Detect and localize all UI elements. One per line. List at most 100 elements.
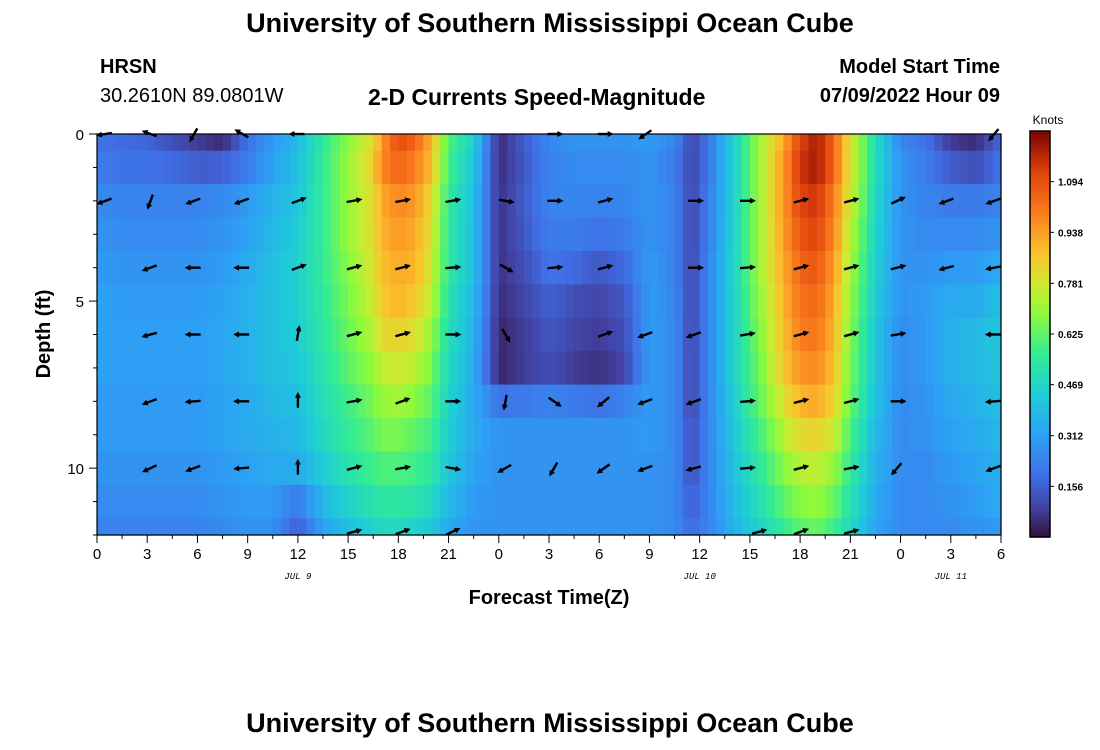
heatmap-cell <box>532 384 542 419</box>
heatmap-cell <box>389 484 399 519</box>
current-arrow <box>685 465 702 472</box>
heatmap-cell <box>523 150 533 185</box>
heatmap-cell <box>649 418 659 453</box>
heatmap-cell <box>415 134 425 152</box>
heatmap-cell <box>942 351 952 386</box>
colorbar-tick-label: 0.625 <box>1058 330 1083 341</box>
heatmap-cell <box>138 134 148 152</box>
heatmap-cell <box>900 451 910 486</box>
heatmap-cell <box>565 284 575 319</box>
heatmap-cell <box>448 351 458 386</box>
heatmap-cell <box>230 518 240 536</box>
colorbar-segment <box>1030 252 1050 257</box>
heatmap-cell <box>975 518 985 536</box>
heatmap-cell <box>172 184 182 219</box>
heatmap-cell <box>816 351 826 386</box>
colorbar-segment <box>1030 181 1050 186</box>
heatmap-cell <box>708 384 718 419</box>
heatmap-cell <box>323 250 332 285</box>
heatmap-cell <box>473 250 483 285</box>
heatmap-cell <box>364 250 374 285</box>
heatmap-cell <box>582 217 592 252</box>
heatmap-cell <box>456 351 466 386</box>
current-arrow <box>637 331 653 339</box>
heatmap-cell <box>800 217 810 252</box>
heatmap-cell <box>272 134 282 152</box>
heatmap-cell <box>833 284 843 319</box>
heatmap-cell <box>749 134 759 152</box>
current-arrow <box>501 328 511 343</box>
heatmap-cell <box>507 451 517 486</box>
heatmap-cell <box>456 217 466 252</box>
heatmap-cell <box>256 484 266 519</box>
colorbar-segment <box>1030 273 1050 278</box>
heatmap-cell <box>289 150 299 185</box>
heatmap-cell <box>448 217 458 252</box>
heatmap-cell <box>975 250 985 285</box>
heatmap-cell <box>523 217 533 252</box>
heatmap-cell <box>97 134 106 152</box>
heatmap-cell <box>281 451 291 486</box>
heatmap-cell <box>666 351 676 386</box>
heatmap-cell <box>582 317 592 352</box>
heatmap-cell <box>398 217 408 252</box>
colorbar-segment <box>1030 367 1050 372</box>
colorbar-segment <box>1030 506 1050 511</box>
heatmap-cell <box>892 484 902 519</box>
heatmap-cell <box>942 284 952 319</box>
heatmap-cell <box>599 518 609 536</box>
heatmap-cell <box>356 484 366 519</box>
heatmap-cell <box>574 518 584 536</box>
heatmap-cell <box>766 351 776 386</box>
heatmap-cell <box>364 184 374 219</box>
heatmap-cell <box>348 150 358 185</box>
heatmap-cell <box>180 217 190 252</box>
heatmap-cell <box>406 418 416 453</box>
heatmap-cell <box>180 451 190 486</box>
heatmap-cell <box>649 284 659 319</box>
heatmap-cell <box>482 384 492 419</box>
heatmap-cell <box>456 134 466 152</box>
heatmap-cell <box>122 384 132 419</box>
y-axis-label: Depth (ft) <box>33 290 55 379</box>
heatmap-cell <box>532 418 542 453</box>
heatmap-cell <box>440 317 450 352</box>
heatmap-cell <box>482 217 492 252</box>
heatmap-cell <box>950 451 960 486</box>
heatmap-cell <box>523 317 533 352</box>
heatmap-cell <box>105 484 115 519</box>
heatmap-cell <box>708 217 718 252</box>
heatmap-cell <box>523 418 533 453</box>
heatmap-cell <box>900 150 910 185</box>
heatmap-cell <box>766 317 776 352</box>
heatmap-cell <box>406 484 416 519</box>
heatmap-cell <box>163 351 173 386</box>
heatmap-cell <box>515 317 525 352</box>
heatmap-cell <box>984 418 994 453</box>
heatmap-cell <box>892 518 902 536</box>
heatmap-cell <box>163 184 173 219</box>
heatmap-cell <box>314 418 324 453</box>
heatmap-cell <box>557 134 567 152</box>
colorbar-segment <box>1030 313 1050 318</box>
colorbar-segment <box>1030 334 1050 338</box>
heatmap-cell <box>708 418 718 453</box>
heatmap-cell <box>272 284 282 319</box>
current-arrow <box>985 197 1001 205</box>
heatmap-cell <box>599 484 609 519</box>
heatmap-cell <box>975 351 985 386</box>
heatmap-cell <box>908 518 918 536</box>
heatmap-cell <box>331 418 341 453</box>
heatmap-cell <box>440 418 450 453</box>
heatmap-cell <box>942 451 952 486</box>
heatmap-cell <box>942 217 952 252</box>
colorbar-tick-label: 0.312 <box>1058 432 1083 443</box>
current-arrow <box>843 528 860 535</box>
heatmap-cell <box>967 484 977 519</box>
heatmap-cell <box>942 317 952 352</box>
current-arrow <box>685 331 702 339</box>
heatmap-cell <box>775 150 784 185</box>
heatmap-cell <box>323 351 332 386</box>
x-tick-label: 3 <box>545 546 553 563</box>
heatmap-cell <box>222 418 232 453</box>
